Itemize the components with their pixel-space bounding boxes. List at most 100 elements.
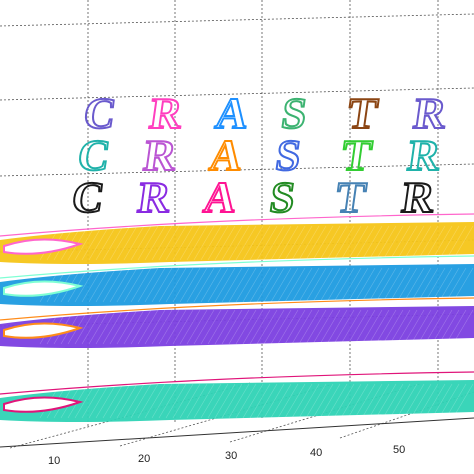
- ribbon-hatch: [179, 383, 201, 419]
- ribbon-layers: [0, 213, 474, 422]
- ribbon-hatch: [95, 383, 117, 419]
- ribbon-hatch: [228, 309, 250, 345]
- ribbon-edge-line: [0, 297, 474, 321]
- ribbon-hatch: [312, 225, 334, 261]
- ribbon-hatch: [452, 383, 474, 419]
- ribbon-hatch: [431, 309, 453, 345]
- ribbon-hatch: [193, 309, 215, 345]
- ribbon-hatch: [326, 309, 348, 345]
- ribbon-hatch: [165, 383, 187, 419]
- ribbon-hatch: [130, 383, 152, 419]
- ribbon-hatch: [235, 309, 257, 345]
- ribbon-hatch: [74, 267, 96, 303]
- ribbon-layer: [0, 297, 474, 348]
- ribbon-hatch: [424, 309, 446, 345]
- ribbon-hatch: [326, 383, 348, 419]
- ribbon-hatch: [193, 267, 215, 303]
- ribbon-hatch: [354, 267, 376, 303]
- ribbon-hatch: [207, 267, 229, 303]
- ribbon-hatch: [375, 267, 397, 303]
- ribbon-hatch: [291, 267, 313, 303]
- ribbon-hatch: [81, 383, 103, 419]
- ribbon-hatch: [263, 225, 285, 261]
- ribbon-hatch: [242, 225, 264, 261]
- ribbon-hatch: [172, 225, 194, 261]
- ribbon-hatch: [347, 225, 369, 261]
- x-tick-label-50: 50: [393, 444, 405, 456]
- ribbon-hatch: [417, 267, 439, 303]
- ribbon-hatch: [172, 309, 194, 345]
- ribbon-hatch: [368, 225, 390, 261]
- ribbon-hatch: [137, 225, 159, 261]
- ribbon-hatch: [361, 225, 383, 261]
- ribbon-hatch: [193, 225, 215, 261]
- ribbon-hatch: [326, 267, 348, 303]
- ribbon-hatch: [151, 225, 173, 261]
- ribbon-hatch: [102, 383, 124, 419]
- ribbon-hatch: [137, 309, 159, 345]
- ribbon-hatch: [179, 309, 201, 345]
- ribbon-hatch: [361, 267, 383, 303]
- ribbon-hatch: [109, 383, 131, 419]
- ribbon-hatch: [396, 267, 418, 303]
- word-letter: T: [333, 173, 369, 222]
- ribbon-loop: [3, 322, 84, 339]
- ribbon-hatch: [228, 383, 250, 419]
- ribbon-hatch: [298, 309, 320, 345]
- ribbon-hatch: [214, 267, 236, 303]
- ribbon-hatch: [242, 383, 264, 419]
- ribbon-hatch: [249, 383, 271, 419]
- ribbon-band: [0, 380, 474, 422]
- ribbon-hatch: [158, 267, 180, 303]
- ribbon-edge-line: [0, 213, 474, 237]
- ribbon-hatch: [193, 383, 215, 419]
- ribbon-hatch: [354, 225, 376, 261]
- ribbon-hatch: [305, 225, 327, 261]
- ribbon-hatch: [123, 225, 145, 261]
- word-letter: R: [135, 173, 175, 222]
- ribbon-hatch: [438, 383, 460, 419]
- grid-line-horizontal: [0, 163, 474, 177]
- ribbon-hatch: [396, 383, 418, 419]
- ribbon-loop: [3, 396, 84, 413]
- ribbon-hatch: [137, 383, 159, 419]
- ribbon-hatch: [452, 309, 474, 345]
- ribbon-hatch: [102, 225, 124, 261]
- ribbon-hatch: [158, 309, 180, 345]
- ribbon-hatch: [445, 267, 467, 303]
- ribbon-hatch: [270, 267, 292, 303]
- ribbon-hatch: [354, 309, 376, 345]
- ribbon-hatch: [284, 225, 306, 261]
- ribbon-hatch: [186, 225, 208, 261]
- ribbon-hatch: [312, 267, 334, 303]
- ribbon-hatch: [200, 225, 222, 261]
- ribbon-hatch: [88, 309, 110, 345]
- ribbon-hatch: [74, 225, 96, 261]
- ribbon-hatch: [375, 383, 397, 419]
- ribbon-hatch: [207, 383, 229, 419]
- word-letter: A: [201, 173, 240, 222]
- ribbon-hatch: [277, 225, 299, 261]
- ribbon-hatch: [361, 383, 383, 419]
- ribbon-hatch: [452, 225, 474, 261]
- ribbon-hatch: [305, 309, 327, 345]
- ribbon-hatch: [319, 309, 341, 345]
- ribbon-hatch: [333, 383, 355, 419]
- ribbon-hatch: [165, 267, 187, 303]
- ribbon-hatch: [256, 267, 278, 303]
- ribbon-hatch: [354, 383, 376, 419]
- ribbon-hatch: [256, 225, 278, 261]
- ribbon-hatch: [221, 225, 243, 261]
- ribbon-hatch: [109, 225, 131, 261]
- ribbon-hatch: [389, 309, 411, 345]
- ribbon-hatch: [340, 267, 362, 303]
- ribbon-hatch: [214, 383, 236, 419]
- x-tick-label-10: 10: [48, 455, 60, 467]
- ribbon-hatch: [291, 383, 313, 419]
- ribbon-hatch: [214, 309, 236, 345]
- ribbon-hatch: [431, 267, 453, 303]
- ribbon-hatch: [333, 309, 355, 345]
- ribbon-hatch: [130, 309, 152, 345]
